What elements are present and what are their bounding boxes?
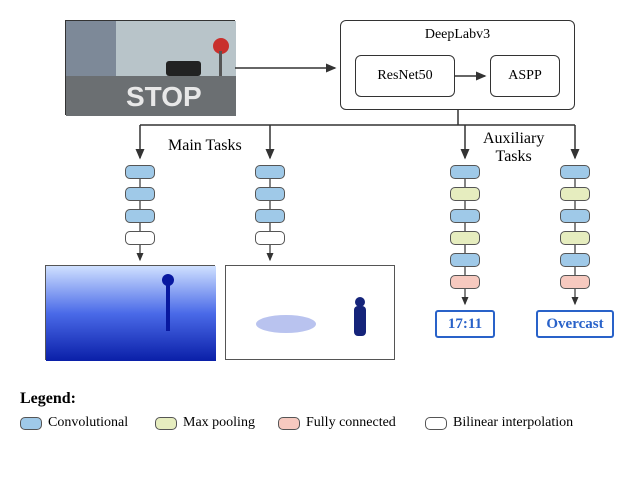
bi-swatch [425,417,447,430]
legend-fc: Fully connected [278,415,396,431]
layer-conv [560,209,590,223]
backbone-label: DeepLabv3 [425,27,490,43]
layer-conv [255,165,285,179]
pool-swatch [155,417,177,430]
legend-pool: Max pooling [155,415,255,431]
fc-swatch [278,417,300,430]
layer-pool [560,231,590,245]
layer-conv [255,187,285,201]
layer-pool [450,231,480,245]
resnet-box: ResNet50 [355,55,455,97]
layer-pool [560,187,590,201]
layer-conv [450,209,480,223]
layer-conv [255,209,285,223]
main-tasks-label: Main Tasks [168,137,242,155]
layer-bilinear [125,231,155,245]
output-time: 17:11 [435,310,495,338]
output-weather: Overcast [536,310,614,338]
legend-bi-label: Bilinear interpolation [453,415,573,431]
legend-fc-label: Fully connected [306,415,396,431]
layer-fc [450,275,480,289]
layer-conv [450,165,480,179]
street-scene-icon: STOP [66,21,236,116]
output-weather-value: Overcast [546,316,603,333]
output-time-value: 17:11 [448,316,482,333]
arrow-input-backbone [235,60,345,80]
output-instances [225,265,395,360]
layer-conv [560,253,590,267]
layer-bilinear [255,231,285,245]
layer-fc [560,275,590,289]
input-image: STOP [65,20,235,115]
layer-conv [125,187,155,201]
layer-conv [125,209,155,223]
conv-swatch [20,417,42,430]
instance-mask-icon [226,266,396,361]
output-depth [45,265,215,360]
layer-conv [560,165,590,179]
aux-tasks-label: Auxiliary Tasks [483,130,544,165]
layer-conv [125,165,155,179]
depth-map-icon [46,266,216,361]
layer-conv [450,253,480,267]
legend-bi: Bilinear interpolation [425,415,573,431]
legend-title: Legend: [20,390,76,408]
legend-pool-label: Max pooling [183,415,255,431]
aspp-box: ASPP [490,55,560,97]
aspp-label: ASPP [508,68,541,84]
layer-pool [450,187,480,201]
legend-conv-label: Convolutional [48,415,128,431]
legend-conv: Convolutional [20,415,128,431]
svg-text:STOP: STOP [126,81,202,112]
architecture-diagram: STOP DeepLabv3 ResNet50 ASPP Main Tasks … [20,20,620,482]
resnet-label: ResNet50 [377,68,432,84]
